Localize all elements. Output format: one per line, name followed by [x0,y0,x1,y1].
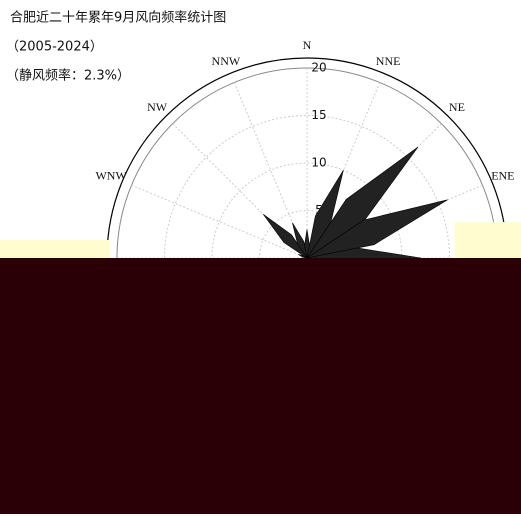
spoke [131,184,308,259]
calm-annotation: （静风频率：2.3%） [6,68,130,84]
direction-label: NW [147,100,168,114]
marks [263,146,448,269]
chart-title: 合肥近二十年累年9月风向频率统计图 [10,10,226,26]
direction-label: NE [449,100,465,114]
glitch-band [455,222,521,258]
direction-label: N [303,38,312,52]
r-tick-label: 20 [311,61,326,75]
r-tick-label: 10 [311,156,326,170]
r-tick-label: 15 [311,108,326,122]
direction-label: WNW [95,169,127,183]
petal [263,214,308,259]
direction-label: ENE [491,169,514,183]
direction-label: NNW [212,54,241,68]
direction-label: NNE [376,54,401,68]
glitch-region [0,258,521,514]
chart-subtitle: （2005-2024） [6,40,103,55]
glitch-band [0,240,110,258]
petal [292,222,308,259]
